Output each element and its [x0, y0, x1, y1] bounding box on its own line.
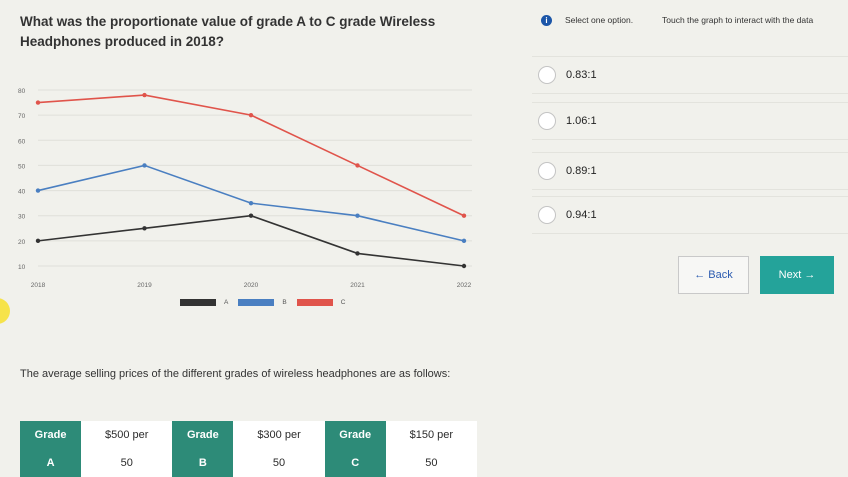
info-paragraph: The average selling prices of the differ…: [20, 368, 451, 380]
y-tick-label: 30: [18, 214, 26, 221]
table-cell: $150 per: [385, 421, 477, 449]
y-tick-label: 80: [18, 88, 26, 95]
option-label: 1.06:1: [566, 115, 597, 127]
option-4[interactable]: 0.94:1: [532, 196, 848, 234]
x-tick-label: 2021: [350, 282, 365, 289]
radio-icon[interactable]: [538, 206, 556, 224]
data-point-b: [461, 238, 467, 244]
data-point-a: [35, 238, 41, 244]
y-tick-label: 60: [18, 138, 26, 145]
data-point-a: [461, 263, 467, 269]
data-point-c: [35, 100, 41, 105]
table-cell: 50: [233, 449, 325, 477]
x-tick-label: 2022: [457, 282, 472, 289]
table-cell: B: [172, 449, 234, 477]
table-cell: 50: [385, 449, 477, 477]
table-cell: C: [324, 449, 386, 477]
instruction-text: Select one option.: [565, 15, 634, 25]
y-tick-label: 70: [18, 113, 26, 120]
table-cell: Grade: [172, 421, 234, 449]
data-point-c: [461, 213, 467, 218]
data-point-c: [248, 112, 254, 118]
y-tick-label: 10: [18, 264, 26, 271]
radio-icon[interactable]: [538, 162, 556, 180]
data-point-a: [355, 251, 360, 256]
table-cell: 50: [81, 449, 173, 477]
data-point-a: [142, 226, 147, 231]
decorative-blob: [0, 298, 10, 324]
legend-label-a: A: [224, 298, 229, 306]
table-cell: Grade: [324, 421, 386, 449]
legend-label-b: B: [282, 298, 287, 306]
chart-legend: A B C: [180, 296, 355, 308]
data-point-c: [355, 163, 360, 168]
price-table: Grade $500 per Grade $300 per Grade $150…: [20, 421, 477, 477]
radio-icon[interactable]: [538, 66, 556, 84]
option-3[interactable]: 0.89:1: [532, 152, 848, 190]
radio-icon[interactable]: [538, 112, 556, 130]
option-label: 0.94:1: [566, 209, 597, 221]
table-cell: $300 per: [233, 421, 325, 449]
option-1[interactable]: 0.83:1: [532, 56, 848, 94]
data-point-b: [355, 213, 360, 218]
legend-label-c: C: [340, 298, 346, 306]
x-tick-label: 2019: [137, 282, 152, 289]
next-button[interactable]: Next →: [760, 256, 834, 294]
y-tick-label: 50: [18, 163, 26, 170]
x-tick-label: 2020: [244, 282, 259, 289]
graph-hint-text: Touch the graph to interact with the dat…: [662, 15, 814, 25]
option-label: 0.89:1: [566, 165, 597, 177]
y-tick-label: 40: [18, 189, 26, 196]
table-row: Grade $500 per Grade $300 per Grade $150…: [20, 421, 477, 449]
question-text: What was the proportionate value of grad…: [20, 14, 436, 49]
table-row: A 50 B 50 C 50: [20, 449, 477, 477]
data-point-c: [142, 92, 147, 98]
info-icon: i: [541, 15, 552, 26]
data-point-b: [35, 188, 41, 193]
option-label: 0.83:1: [566, 69, 597, 81]
table-cell: A: [20, 449, 82, 477]
legend-swatch-b: [238, 298, 275, 306]
legend-swatch-a: [180, 298, 216, 306]
option-2[interactable]: 1.06:1: [532, 102, 848, 140]
x-tick-label: 2018: [31, 282, 46, 289]
legend-swatch-c: [296, 298, 333, 306]
table-cell: $500 per: [81, 421, 173, 449]
data-point-a: [248, 213, 254, 218]
data-point-b: [248, 200, 254, 206]
data-point-b: [142, 163, 147, 168]
table-cell: Grade: [20, 421, 82, 449]
back-button[interactable]: ← Back: [678, 256, 749, 294]
y-tick-label: 20: [18, 239, 26, 246]
line-chart[interactable]: 10 20 30 40 50 60 70 80 2018 2019 2020 2021 2022: [16, 84, 486, 294]
